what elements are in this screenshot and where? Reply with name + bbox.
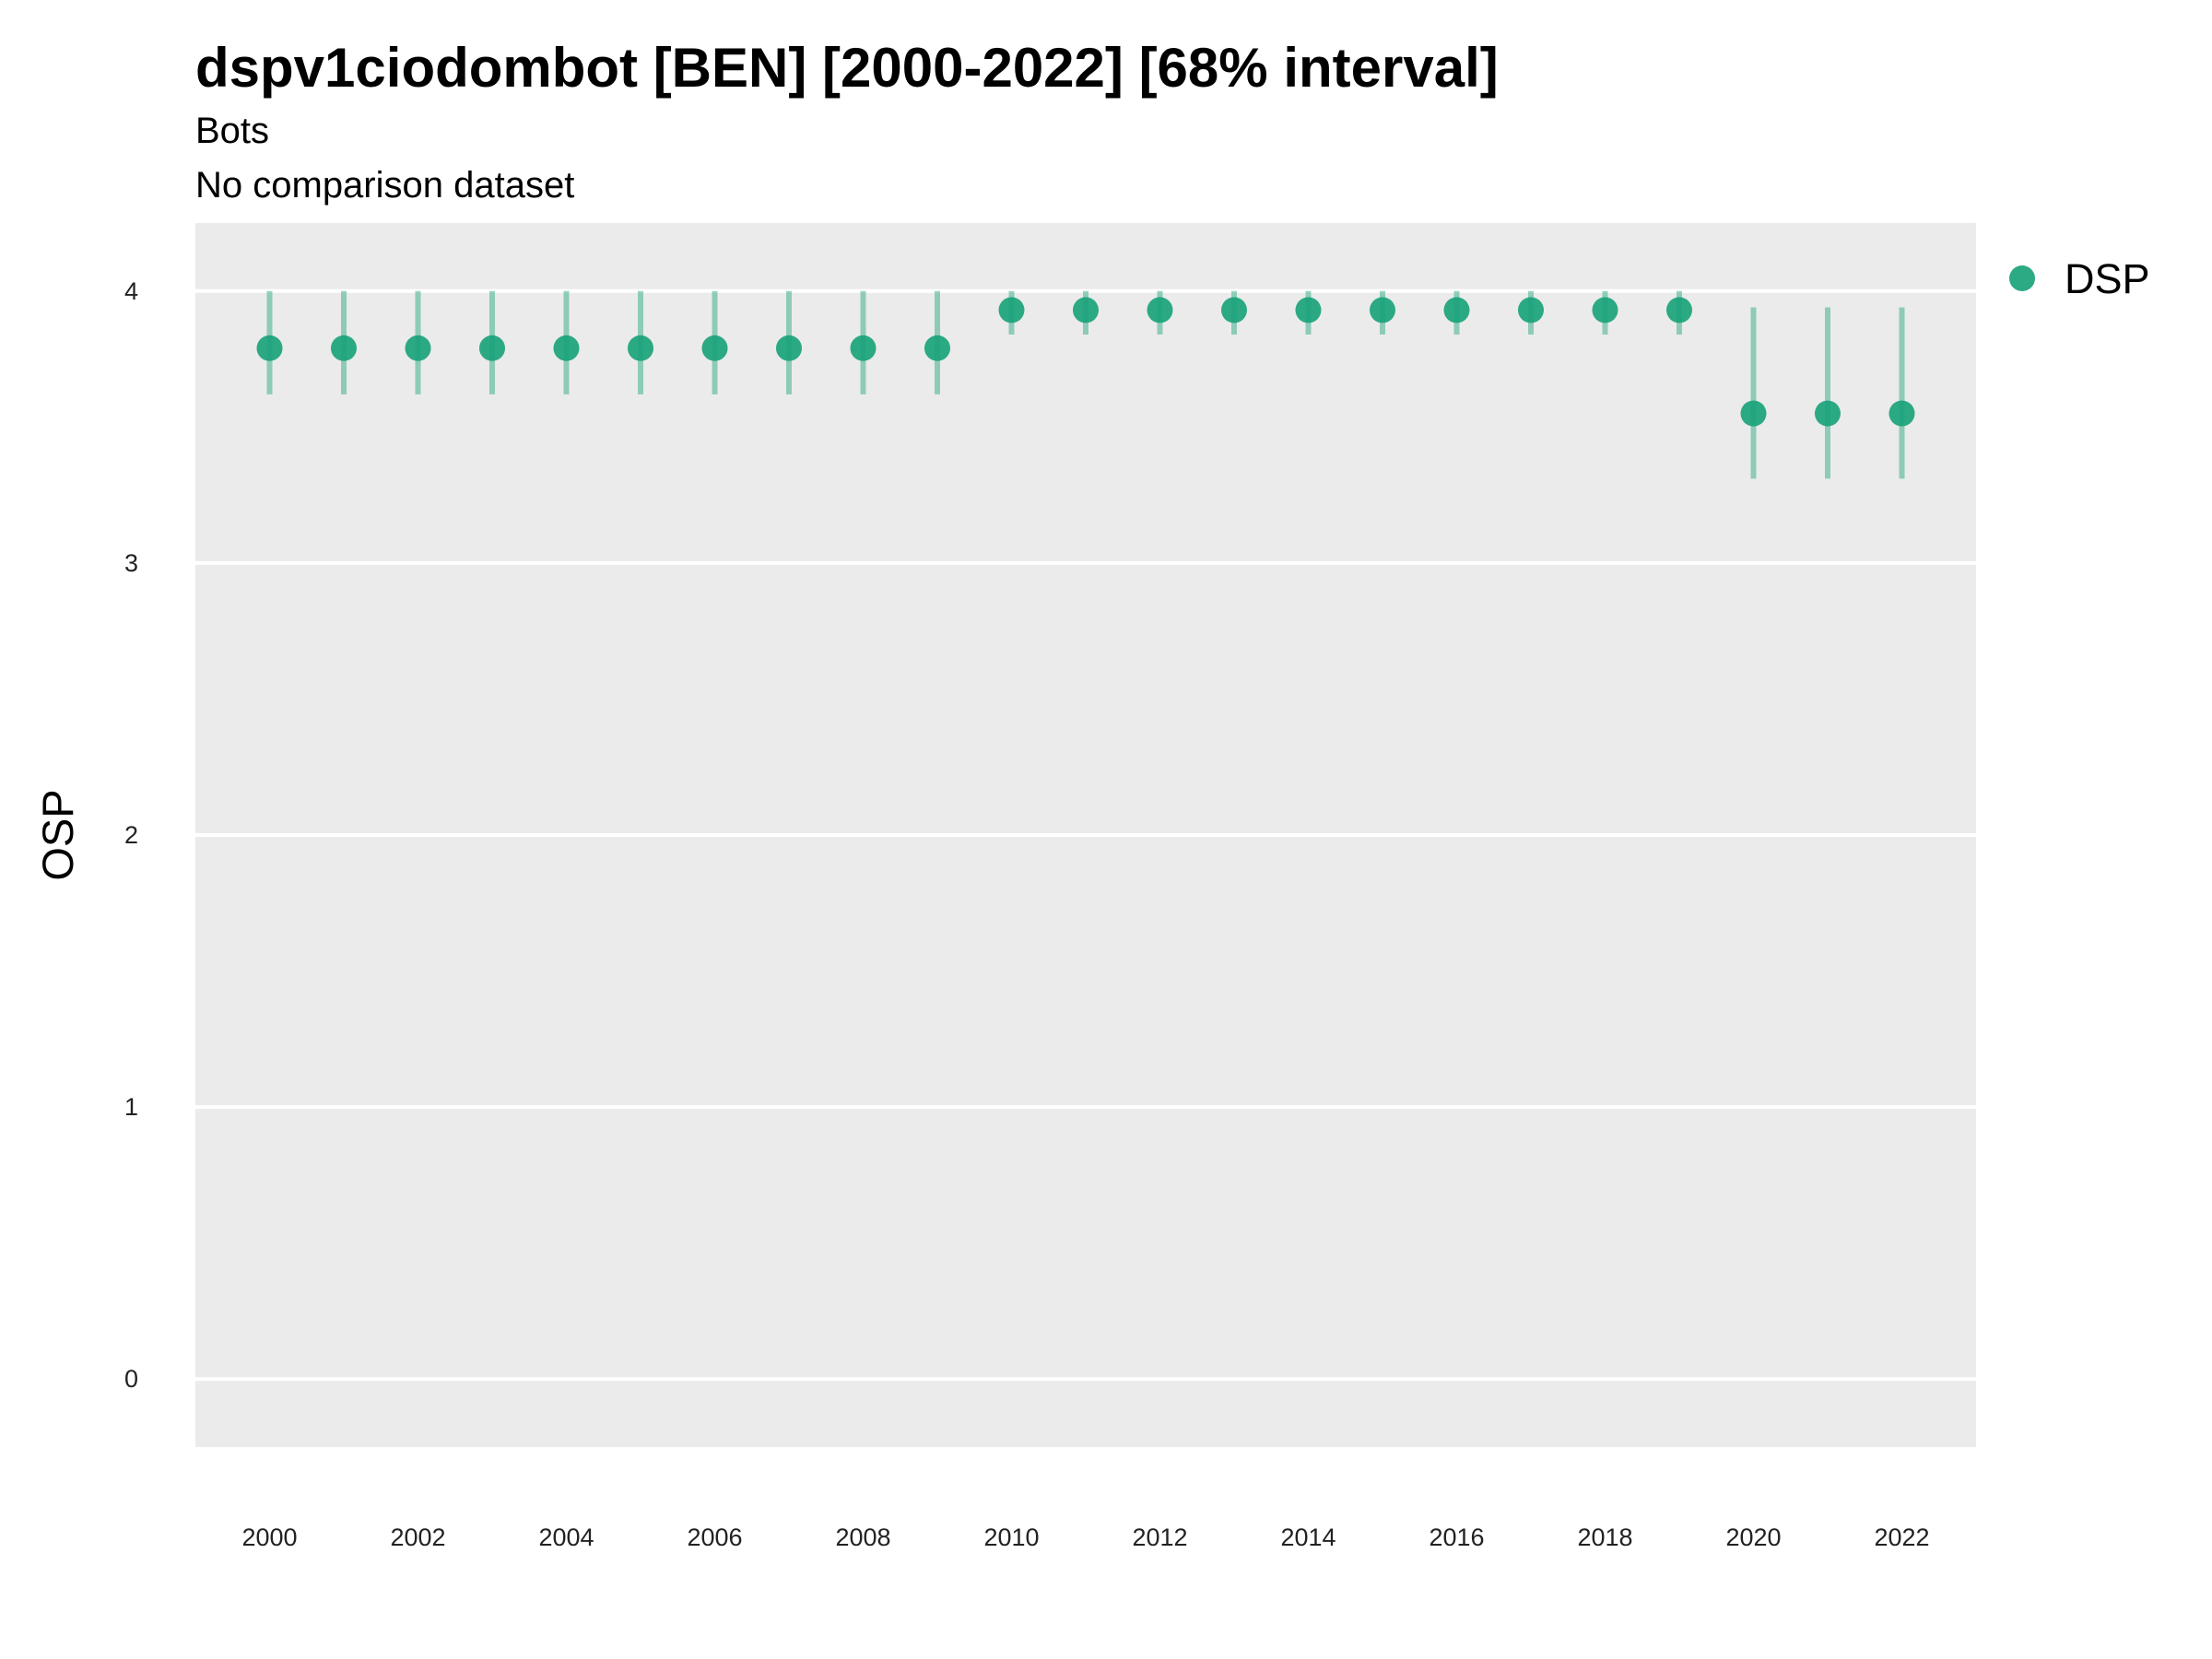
x-tick-label-2010: 2010 (983, 1524, 1039, 1551)
y-tick-label-4: 4 (124, 277, 138, 305)
data-point-2000 (256, 335, 283, 361)
y-tick-label-0: 0 (124, 1365, 138, 1393)
grid-lines (195, 288, 1976, 1382)
legend: DSP (2009, 255, 2150, 302)
x-tick-label-2004: 2004 (538, 1524, 594, 1551)
data-marks (256, 290, 1915, 479)
data-point-2016 (1443, 297, 1470, 324)
x-tick-label-2008: 2008 (835, 1524, 890, 1551)
y-tick-label-1: 1 (124, 1093, 138, 1121)
data-point-2014 (1295, 297, 1322, 324)
data-point-2003 (479, 335, 505, 361)
y-tick-label-2: 2 (124, 821, 138, 849)
legend-label-dsp: DSP (2065, 255, 2150, 302)
chart-caption: No comparison dataset (195, 165, 574, 206)
data-point-2004 (553, 335, 580, 361)
chart-subtitle: Bots (195, 111, 269, 151)
data-point-2017 (1518, 297, 1544, 324)
data-point-2012 (1147, 297, 1173, 324)
x-tick-label-2002: 2002 (390, 1524, 445, 1551)
data-point-2002 (405, 335, 431, 361)
data-point-2022 (1888, 400, 1915, 427)
data-point-2013 (1221, 297, 1247, 324)
data-point-2009 (924, 335, 950, 361)
x-tick-label-2022: 2022 (1874, 1524, 1929, 1551)
y-axis-ticks: 0 1 2 3 4 (124, 277, 138, 1393)
x-tick-label-2006: 2006 (687, 1524, 742, 1551)
data-point-2008 (850, 335, 877, 361)
x-tick-label-2000: 2000 (241, 1524, 297, 1551)
data-point-2021 (1815, 400, 1841, 427)
data-point-2015 (1370, 297, 1395, 324)
x-axis-ticks: 2000 2002 2004 2006 2008 2010 2012 2014 2016 2018… (241, 1524, 1929, 1551)
x-tick-label-2016: 2016 (1429, 1524, 1484, 1551)
y-axis-title: OSP (33, 789, 82, 880)
data-point-2019 (1666, 297, 1692, 324)
x-tick-label-2014: 2014 (1280, 1524, 1335, 1551)
legend-key-dsp (2009, 265, 2035, 291)
data-point-2005 (628, 335, 653, 361)
x-tick-label-2020: 2020 (1725, 1524, 1781, 1551)
x-tick-label-2012: 2012 (1132, 1524, 1187, 1551)
x-tick-label-2018: 2018 (1577, 1524, 1632, 1551)
chart-title: dspv1ciodombot [BEN] [2000-2022] [68% in… (195, 37, 1499, 99)
y-tick-label-3: 3 (124, 549, 138, 577)
data-point-2020 (1740, 400, 1767, 427)
data-point-2010 (998, 297, 1025, 324)
data-point-2007 (776, 335, 802, 361)
data-point-2006 (701, 335, 728, 361)
data-point-2011 (1073, 297, 1099, 324)
data-point-2018 (1592, 297, 1618, 324)
data-point-2001 (331, 335, 357, 361)
